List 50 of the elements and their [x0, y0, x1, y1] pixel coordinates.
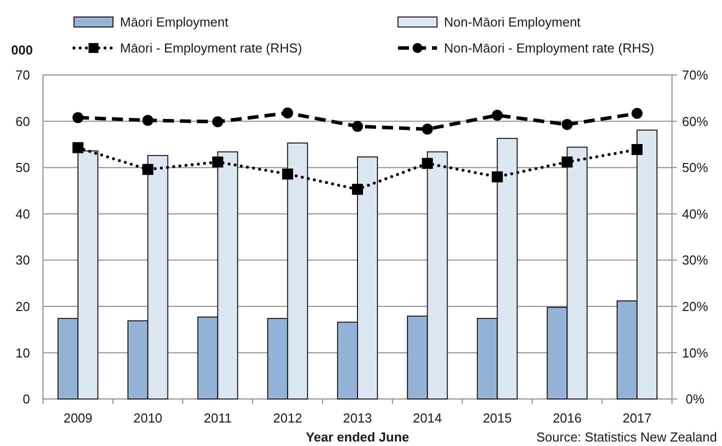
y-tick-label: 60 — [16, 114, 30, 129]
legend-label: Non-Māori Employment — [444, 14, 581, 30]
y2-tick-label: 20% — [682, 298, 708, 314]
y-tick-label: 50 — [16, 160, 30, 176]
y2-tick-label: 60% — [682, 114, 708, 129]
point — [142, 164, 154, 175]
x-tick-label: 2017 — [622, 410, 652, 426]
y2-tick-label: 30% — [682, 252, 708, 268]
y-tick-label: 70 — [16, 68, 30, 83]
x-tick-label: 2010 — [133, 410, 162, 426]
source-note: Source: Statistics New Zealand — [536, 430, 717, 445]
legend-label: Māori Employment — [120, 14, 229, 30]
point — [422, 158, 433, 169]
x-tick-label: 2015 — [482, 410, 512, 426]
point — [352, 184, 363, 195]
legend-label: Māori - Employment rate (RHS) — [120, 40, 302, 56]
point — [282, 168, 294, 180]
point — [632, 108, 643, 119]
x-tick-label: 2011 — [204, 410, 232, 426]
y-tick-label: 0 — [22, 392, 30, 407]
y2-tick-label: 70% — [682, 68, 708, 83]
point — [562, 119, 573, 130]
y-tick-label: 20 — [16, 298, 30, 314]
point — [72, 112, 84, 124]
y2-tick-label: 0% — [686, 392, 705, 407]
point — [562, 156, 573, 168]
x-axis-title: Year ended June — [306, 430, 410, 445]
y-tick-label: 40 — [16, 206, 30, 222]
point — [352, 120, 363, 132]
x-tick-label: 2009 — [63, 410, 92, 426]
point — [492, 171, 503, 182]
y2-tick-label: 50% — [682, 160, 708, 176]
y-tick-label: 10 — [16, 345, 30, 360]
x-tick-label: 2014 — [412, 410, 442, 426]
x-tick-label: 2012 — [273, 410, 302, 426]
point — [492, 110, 503, 121]
point — [142, 114, 154, 126]
point — [282, 107, 294, 118]
x-tick-label: 2013 — [343, 410, 372, 426]
point — [422, 124, 433, 135]
point — [72, 142, 84, 154]
y2-tick-label: 40% — [682, 206, 708, 222]
point — [212, 156, 224, 168]
y-axis-title: 000 — [11, 42, 33, 58]
point — [212, 116, 224, 128]
legend-label: Non-Māori - Employment rate (RHS) — [444, 40, 654, 56]
x-tick-label: 2016 — [552, 410, 582, 426]
point — [632, 144, 643, 156]
y2-tick-label: 10% — [682, 345, 708, 360]
y-tick-label: 30 — [16, 252, 30, 268]
